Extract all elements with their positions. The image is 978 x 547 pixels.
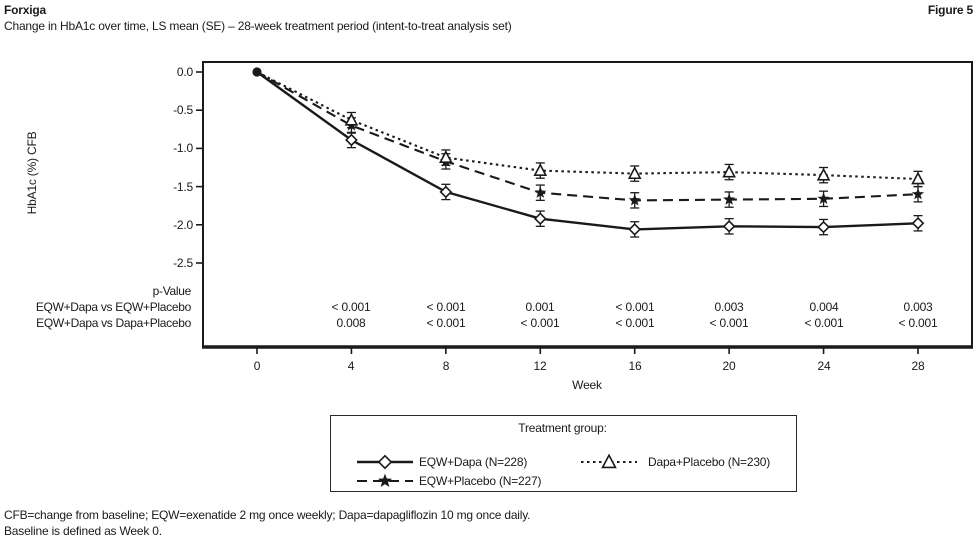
diamond-marker — [817, 220, 830, 234]
baseline-point-marker — [252, 67, 262, 77]
diamond-marker — [377, 454, 393, 470]
star-marker — [377, 473, 393, 487]
triangle-marker — [533, 163, 548, 176]
triangle-marker — [439, 150, 453, 164]
star-marker — [628, 193, 641, 206]
chart-subtitle: Change in HbA1c over time, LS mean (SE) … — [4, 19, 512, 33]
triangle-marker — [627, 166, 642, 180]
diamond-marker — [628, 223, 642, 236]
star-marker — [723, 193, 736, 205]
star-marker — [911, 187, 925, 200]
diamond-marker — [345, 133, 358, 147]
legend — [330, 415, 797, 492]
series-line-diamond — [256, 71, 919, 231]
star-marker — [817, 192, 830, 204]
header-product-title: Forxiga — [4, 3, 46, 17]
triangle-marker — [722, 164, 736, 178]
diamond-marker — [439, 185, 453, 199]
triangle-marker — [911, 171, 925, 185]
star-marker — [534, 186, 547, 198]
diamond-marker — [911, 216, 925, 230]
triangle-marker — [816, 167, 831, 181]
header-figure-label: Figure 5 — [927, 3, 973, 17]
series-line-star — [256, 71, 919, 202]
diamond-marker — [533, 212, 547, 226]
series-line-triangle — [256, 71, 919, 181]
triangle-marker — [601, 453, 617, 469]
triangle-marker — [344, 112, 359, 126]
diamond-marker — [722, 219, 736, 233]
plot-frame — [202, 61, 973, 348]
